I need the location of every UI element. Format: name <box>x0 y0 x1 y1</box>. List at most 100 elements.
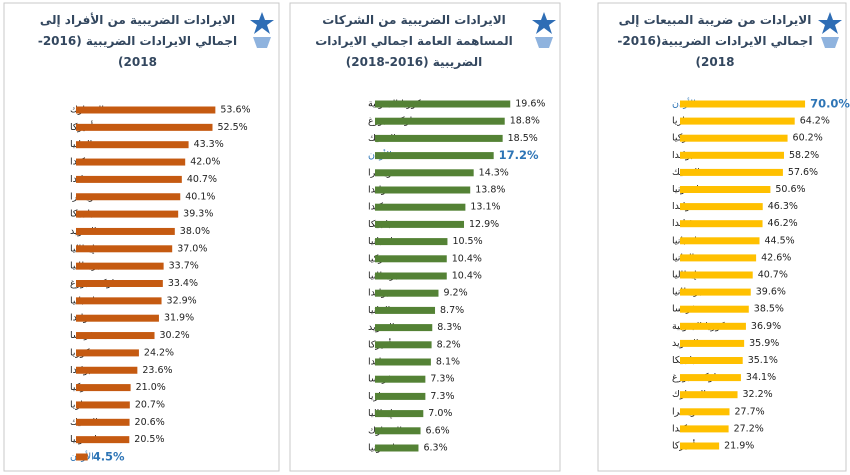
value-label: 40.7% <box>187 174 217 185</box>
bar <box>375 100 511 108</box>
value-label: 9.2% <box>443 288 467 299</box>
bar <box>76 262 164 270</box>
panel-border <box>3 2 280 472</box>
value-label: 10.5% <box>452 236 482 247</box>
value-label: 8.7% <box>440 305 464 316</box>
value-label: 21.9% <box>724 441 754 452</box>
bar <box>375 444 419 452</box>
bar <box>680 391 738 399</box>
value-label: 60.2% <box>793 133 823 144</box>
chart-title: الايرادات الضريبية من الشركات المساهمة ا… <box>315 13 513 69</box>
bar <box>76 141 189 149</box>
bar <box>375 220 465 228</box>
value-label: 4.5% <box>93 450 125 464</box>
bar <box>375 169 474 177</box>
value-label: 18.8% <box>510 116 540 127</box>
value-label: 18.5% <box>508 133 538 144</box>
value-label: 8.3% <box>437 322 461 333</box>
value-label: 6.3% <box>423 443 447 454</box>
value-label: 23.6% <box>142 365 172 376</box>
bar <box>680 271 753 279</box>
bar <box>375 238 448 246</box>
value-label: 50.6% <box>775 184 805 195</box>
value-label: 34.1% <box>746 372 776 383</box>
bar <box>680 408 730 416</box>
logo <box>532 12 556 48</box>
value-label: 7.3% <box>430 391 454 402</box>
bar <box>375 117 505 125</box>
bar <box>375 289 439 297</box>
value-label: 32.2% <box>743 389 773 400</box>
value-label: 27.2% <box>734 423 764 434</box>
bar <box>680 168 783 176</box>
bar <box>76 175 182 183</box>
bar <box>680 254 757 262</box>
bar <box>375 375 426 383</box>
value-label: 8.1% <box>436 357 460 368</box>
bar <box>76 123 213 131</box>
value-label: 36.9% <box>751 321 781 332</box>
value-label: 13.1% <box>470 202 500 213</box>
bar <box>76 280 163 287</box>
bar <box>76 314 159 322</box>
value-label: 30.2% <box>160 330 190 341</box>
bar <box>680 288 751 296</box>
value-label: 20.5% <box>134 434 164 445</box>
value-label: 20.6% <box>135 417 165 428</box>
value-label: 39.3% <box>183 209 213 220</box>
value-label: 37.0% <box>177 243 207 254</box>
bar <box>375 427 421 435</box>
value-label: 38.5% <box>754 304 784 315</box>
bar <box>76 453 88 461</box>
value-label: 13.8% <box>475 185 505 196</box>
value-label: 40.1% <box>185 191 215 202</box>
bar <box>375 152 494 160</box>
bar <box>76 366 138 374</box>
panel-border <box>597 2 847 472</box>
bar <box>680 203 763 211</box>
category-label: كندا <box>672 423 687 434</box>
bar <box>76 349 139 357</box>
bar <box>680 357 743 364</box>
value-label: 57.6% <box>788 167 818 178</box>
bar <box>680 151 784 159</box>
value-label: 17.2% <box>499 148 539 162</box>
bar <box>680 117 795 125</box>
value-label: 43.3% <box>194 139 224 150</box>
value-label: 32.9% <box>167 295 197 306</box>
panel-border <box>289 2 561 472</box>
bar <box>76 106 216 114</box>
bar <box>375 134 503 142</box>
bar <box>680 305 749 313</box>
value-label: 46.2% <box>768 218 798 229</box>
bar <box>680 442 720 450</box>
value-label: 44.5% <box>765 235 795 246</box>
value-label: 7.0% <box>428 408 452 419</box>
value-label: 20.7% <box>135 399 165 410</box>
bar <box>680 100 806 108</box>
value-label: 58.2% <box>789 150 819 161</box>
value-label: 42.6% <box>761 252 791 263</box>
bar <box>76 418 130 426</box>
bar <box>76 401 130 409</box>
bar <box>680 220 763 228</box>
bar <box>375 392 426 400</box>
value-label: 35.9% <box>749 338 779 349</box>
bar <box>375 341 432 349</box>
bar <box>76 436 130 444</box>
value-label: 6.6% <box>426 425 450 436</box>
value-label: 19.6% <box>515 99 545 110</box>
value-label: 27.7% <box>734 406 764 417</box>
value-label: 24.2% <box>144 347 174 358</box>
bar <box>680 134 788 142</box>
bar <box>375 324 433 332</box>
bar <box>76 297 162 305</box>
chart-title: الايرادات من ضريبة المبيعات إلى اجمالي ا… <box>617 13 813 69</box>
value-label: 52.5% <box>218 122 248 133</box>
value-label: 64.2% <box>800 116 830 127</box>
logo <box>818 12 842 48</box>
bar <box>680 186 771 193</box>
value-label: 33.4% <box>168 278 198 289</box>
bar <box>76 245 173 253</box>
